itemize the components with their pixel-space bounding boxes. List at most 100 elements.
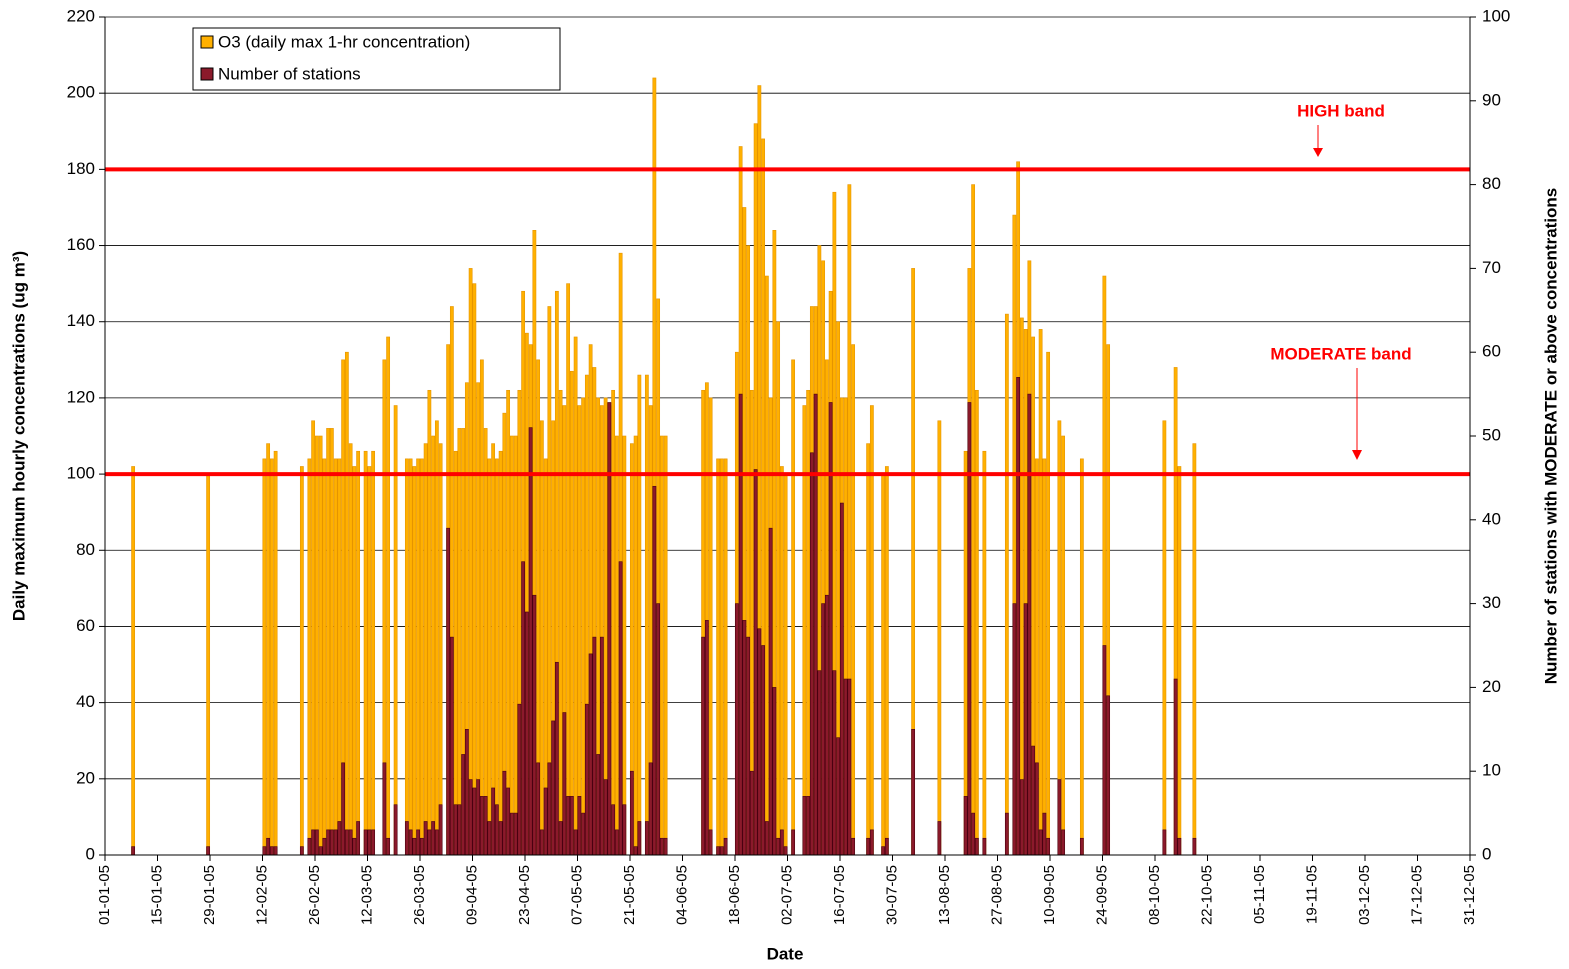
o3-bar [434,420,439,856]
station-bar [367,829,372,856]
station-bar [599,636,604,856]
o3-bar [937,420,942,856]
o3-bar [659,435,664,856]
y2-tick-label: 50 [1482,425,1501,444]
x-tick-label: 16-07-05 [831,865,848,925]
station-bar [708,829,713,856]
station-bar [592,636,597,856]
station-bar [746,636,751,856]
o3-bar [1192,443,1197,856]
station-bar [869,829,874,856]
station-bar [566,796,571,856]
o3-bar [498,450,503,856]
station-bar [716,846,721,856]
o3-bar [644,374,649,856]
station-bar [1102,645,1107,856]
o3-bar [719,458,724,856]
station-bar [1038,829,1043,856]
x-tick-label: 07-05-05 [568,865,585,925]
o3-bar [416,458,421,856]
x-tick-label: 31-12-05 [1461,865,1478,925]
station-bar [573,829,578,856]
station-bar [648,762,653,856]
o3-bar [333,458,338,856]
station-bar [753,469,758,856]
station-bar [644,821,649,856]
o3-bar [1177,466,1182,856]
x-tick-label: 29-01-05 [201,865,218,925]
x-tick-label: 12-03-05 [358,865,375,925]
legend-swatch [200,67,214,81]
station-bar [468,779,473,856]
o3-bar [569,370,574,856]
station-bar [404,821,409,856]
o3-bar [963,450,968,856]
o3-bar [764,275,769,856]
o3-bar [371,450,376,856]
x-tick-label: 09-04-05 [463,865,480,925]
o3-bar [982,450,987,856]
o3-bar [776,321,781,856]
x-tick-label: 24-09-05 [1093,865,1110,925]
station-bar [434,829,439,856]
x-tick-label: 22-10-05 [1198,865,1215,925]
thresholds [105,167,1470,477]
station-bar [131,846,136,856]
station-bar [764,821,769,856]
station-bar [513,812,518,856]
station-bar [562,712,567,856]
o3-bar [206,473,211,856]
o3-bar [539,420,544,856]
y2-tick-label: 70 [1482,258,1501,277]
station-bar [618,561,623,856]
station-bar [791,829,796,856]
o3-bar [322,458,327,856]
station-bar [341,762,346,856]
o3-bar [1046,351,1051,856]
station-bar [982,837,987,856]
station-bar [558,821,563,856]
station-bar [813,393,818,856]
o3-bar [326,428,331,856]
station-bar [851,837,856,856]
station-bar [299,846,304,856]
station-bar [382,762,387,856]
station-bar [832,670,837,856]
station-bar [419,837,424,856]
station-bar [839,502,844,856]
o3-bar [1038,329,1043,856]
o3-bar [386,336,391,856]
o3-bar [581,397,586,856]
station-bar [393,804,398,856]
o3-bar [622,435,627,856]
station-bar [607,402,612,856]
station-bar [881,846,886,856]
o3-bar [573,336,578,856]
station-bar [783,846,788,856]
station-bar [1046,837,1051,856]
y-tick-label: 100 [67,464,95,483]
x-tick-label: 17-12-05 [1408,865,1425,925]
annotation: MODERATE band [1270,344,1411,363]
y-tick-label: 40 [76,692,95,711]
legend-label: Number of stations [218,64,361,83]
station-bar [266,837,271,856]
station-bar [311,829,316,856]
arrow [1352,368,1362,460]
station-bar [344,829,349,856]
y2-tick-label: 10 [1482,761,1501,780]
station-bar [622,804,627,856]
station-bar [581,812,586,856]
x-tick-label: 10-09-05 [1041,865,1058,925]
o3-bar [716,458,721,856]
o3-bar [269,458,274,856]
station-bar [749,770,754,856]
station-bar [1061,829,1066,856]
station-bar [262,846,267,856]
station-bar [476,779,481,856]
y-tick-label: 180 [67,159,95,178]
station-bar [386,837,391,856]
station-bar [652,485,657,856]
x-tick-label: 27-08-05 [988,865,1005,925]
